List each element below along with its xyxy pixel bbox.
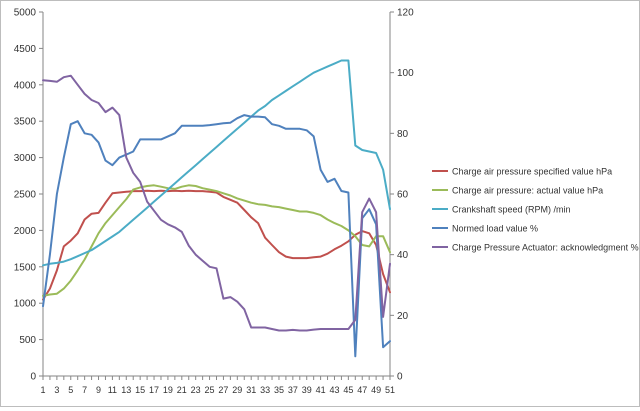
x-axis-tick-label: 27 (218, 385, 228, 395)
x-axis-tick-label: 17 (149, 385, 159, 395)
x-axis-tick-label: 7 (82, 385, 87, 395)
x-axis-tick-label: 11 (108, 385, 117, 395)
left-axis-tick-label: 3500 (14, 117, 37, 128)
x-axis-tick-label: 43 (329, 385, 339, 395)
right-axis-tick-label: 100 (397, 68, 414, 79)
axes: 0500100015002000250030003500400045005000… (14, 8, 414, 396)
right-axis-tick-label: 40 (397, 250, 409, 261)
x-axis-tick-label: 25 (205, 385, 215, 395)
left-axis-tick-label: 1500 (14, 262, 37, 273)
x-axis-tick-label: 41 (316, 385, 326, 395)
legend-label-4: Normed load value % (452, 224, 538, 234)
left-axis-tick-label: 500 (19, 335, 36, 346)
x-axis-tick-label: 39 (302, 385, 312, 395)
x-axis-tick-label: 33 (260, 385, 270, 395)
series-line-2 (42, 184, 391, 297)
x-axis-tick-label: 3 (54, 385, 59, 395)
legend-label-1: Charge air pressure specified value hPa (452, 167, 612, 177)
x-axis-tick-label: 51 (385, 385, 395, 395)
x-axis-tick-label: 45 (343, 385, 353, 395)
x-axis-tick-label: 21 (177, 385, 187, 395)
series-line-5 (42, 74, 391, 332)
legend-label-2: Charge air pressure: actual value hPa (452, 186, 603, 196)
x-axis-tick-label: 1 (40, 385, 45, 395)
x-axis-tick-label: 23 (191, 385, 201, 395)
legend-label-5: Charge Pressure Actuator: acknowledgment… (452, 243, 639, 253)
series-line-1 (42, 189, 391, 301)
right-axis-tick-label: 120 (397, 8, 414, 19)
x-axis-tick-label: 15 (135, 385, 145, 395)
x-axis-tick-label: 13 (121, 385, 131, 395)
left-axis-tick-label: 2000 (14, 226, 37, 237)
left-axis-tick-label: 2500 (14, 190, 37, 201)
left-axis-tick-label: 3000 (14, 153, 37, 164)
left-axis-tick-label: 1000 (14, 299, 37, 310)
left-axis-tick-label: 0 (30, 372, 36, 383)
x-axis-tick-label: 9 (96, 385, 101, 395)
x-axis-tick-label: 31 (246, 385, 256, 395)
x-axis-tick-label: 5 (68, 385, 73, 395)
right-axis-tick-label: 80 (397, 129, 409, 140)
right-axis-tick-label: 60 (397, 190, 409, 201)
x-axis-tick-label: 49 (371, 385, 381, 395)
series-line-4 (42, 114, 391, 358)
series-line-3 (42, 59, 391, 267)
x-axis-tick-label: 37 (288, 385, 298, 395)
x-axis-tick-label: 47 (357, 385, 367, 395)
x-axis-tick-label: 35 (274, 385, 284, 395)
legend-label-3: Crankshaft speed (RPM) /min (452, 205, 571, 215)
left-axis-tick-label: 4500 (14, 44, 37, 55)
left-axis-tick-label: 5000 (14, 8, 37, 19)
right-axis-tick-label: 20 (397, 311, 409, 322)
series-layer (42, 59, 391, 358)
left-axis-tick-label: 4000 (14, 80, 37, 91)
x-axis-tick-label: 29 (232, 385, 242, 395)
right-axis-tick-label: 0 (397, 372, 403, 383)
legend: Charge air pressure specified value hPa C… (432, 167, 639, 253)
x-axis-tick-label: 19 (163, 385, 173, 395)
